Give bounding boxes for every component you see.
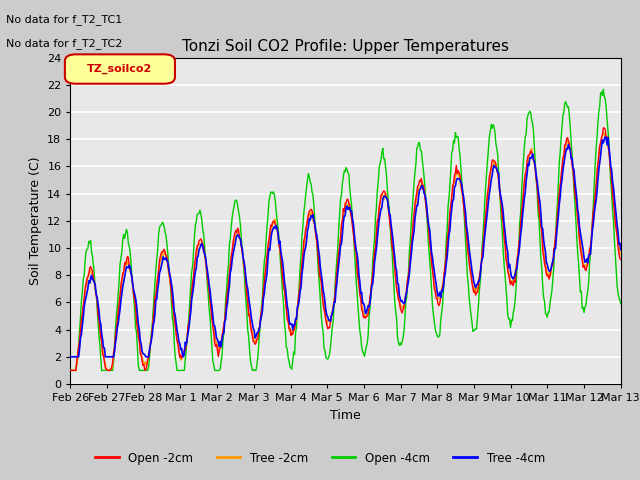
Text: TZ_soilco2: TZ_soilco2 [87, 64, 152, 74]
Y-axis label: Soil Temperature (C): Soil Temperature (C) [29, 156, 42, 285]
Title: Tonzi Soil CO2 Profile: Upper Temperatures: Tonzi Soil CO2 Profile: Upper Temperatur… [182, 39, 509, 54]
FancyBboxPatch shape [65, 54, 175, 84]
Text: No data for f_T2_TC1: No data for f_T2_TC1 [6, 14, 123, 25]
X-axis label: Time: Time [330, 408, 361, 421]
Text: No data for f_T2_TC2: No data for f_T2_TC2 [6, 38, 123, 49]
Legend: Open -2cm, Tree -2cm, Open -4cm, Tree -4cm: Open -2cm, Tree -2cm, Open -4cm, Tree -4… [90, 447, 550, 469]
